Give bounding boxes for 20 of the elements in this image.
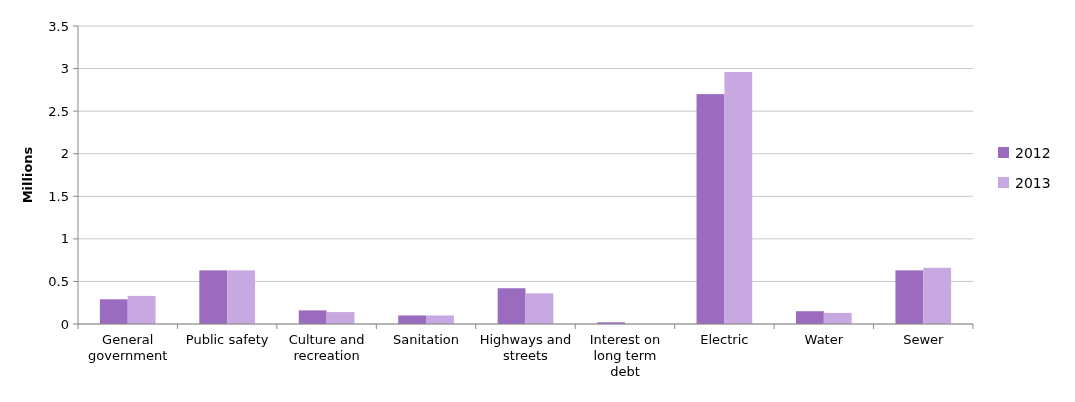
x-tick-label: Sanitation [393, 332, 460, 347]
x-tick-label: Sewer [903, 332, 945, 347]
y-tick-label: 3.5 [48, 18, 69, 34]
x-tick-label: Highways and streets [479, 332, 572, 363]
y-tick-label: 2 [60, 146, 69, 162]
x-tick-label: Interest on long term debt [589, 332, 661, 379]
x-tick-label: Public safety [185, 332, 269, 347]
y-tick-label: 0 [60, 316, 69, 332]
legend-label: 2013 [1015, 174, 1051, 191]
x-tick-label: Electric [700, 332, 749, 347]
y-axis-title: Millions [20, 146, 35, 204]
x-tick-label: Culture and recreation [288, 332, 365, 363]
y-tick-label: 0.5 [48, 273, 69, 289]
x-tick-label: Water [804, 332, 844, 347]
y-tick-label: 1.5 [48, 188, 69, 204]
y-tick-label: 3 [60, 61, 69, 77]
x-tick-label: General government [88, 332, 168, 363]
legend-label: 2012 [1015, 144, 1051, 161]
y-tick-label: 2.5 [48, 103, 69, 119]
y-tick-label: 1 [60, 231, 69, 247]
